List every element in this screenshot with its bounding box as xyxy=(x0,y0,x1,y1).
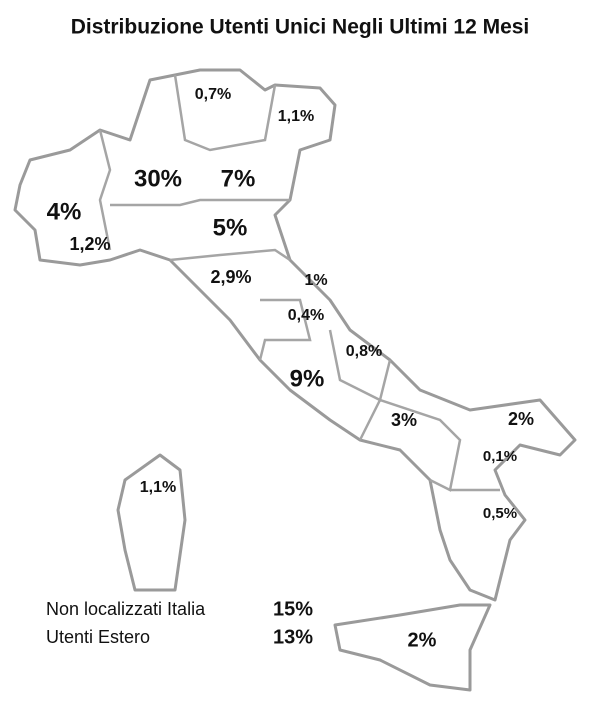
region-labels: 0,7% 1,1% 30% 7% 4% 1,2% 5% 2,9% 1% 0,4% 0,8% 9% 3% 2… xyxy=(47,86,534,651)
region-label: 5% xyxy=(213,214,248,241)
region-label: 1,1% xyxy=(140,479,176,496)
region-label: 2,9% xyxy=(210,267,251,287)
sicily xyxy=(333,603,492,692)
region-label: 0,5% xyxy=(483,505,517,522)
region-label: 1,2% xyxy=(69,234,110,254)
region-border xyxy=(173,74,277,152)
legend-value: 15% xyxy=(273,598,313,620)
region-label: 9% xyxy=(290,365,325,392)
region-label: 2% xyxy=(508,409,534,429)
region-border xyxy=(169,248,291,262)
legend-label: Utenti Estero xyxy=(46,627,150,647)
region-label: 0,1% xyxy=(483,448,517,465)
region-border xyxy=(110,198,290,207)
title: Distribuzione Utenti Unici Negli Ultimi … xyxy=(71,16,530,39)
legend-label: Non localizzati Italia xyxy=(46,599,206,619)
region-border xyxy=(258,298,312,361)
region-label: 0,4% xyxy=(288,307,324,324)
region-label: 1,1% xyxy=(278,108,314,125)
region-label: 1% xyxy=(304,272,327,289)
region-border xyxy=(358,398,462,492)
region-label: 7% xyxy=(221,165,256,192)
legend: Non localizzati Italia 15% Utenti Estero 13… xyxy=(46,598,313,648)
legend-value: 13% xyxy=(273,626,313,648)
sardinia xyxy=(116,453,187,592)
region-border xyxy=(98,129,112,251)
map-outline xyxy=(13,68,577,692)
region-label: 0,7% xyxy=(195,86,231,103)
region-label: 0,8% xyxy=(346,343,382,360)
region-border xyxy=(328,329,392,402)
region-label: 4% xyxy=(47,198,82,225)
region-label: 2% xyxy=(408,629,437,651)
region-label: 3% xyxy=(391,410,417,430)
mainland xyxy=(13,68,577,602)
region-label: 30% xyxy=(134,165,182,192)
